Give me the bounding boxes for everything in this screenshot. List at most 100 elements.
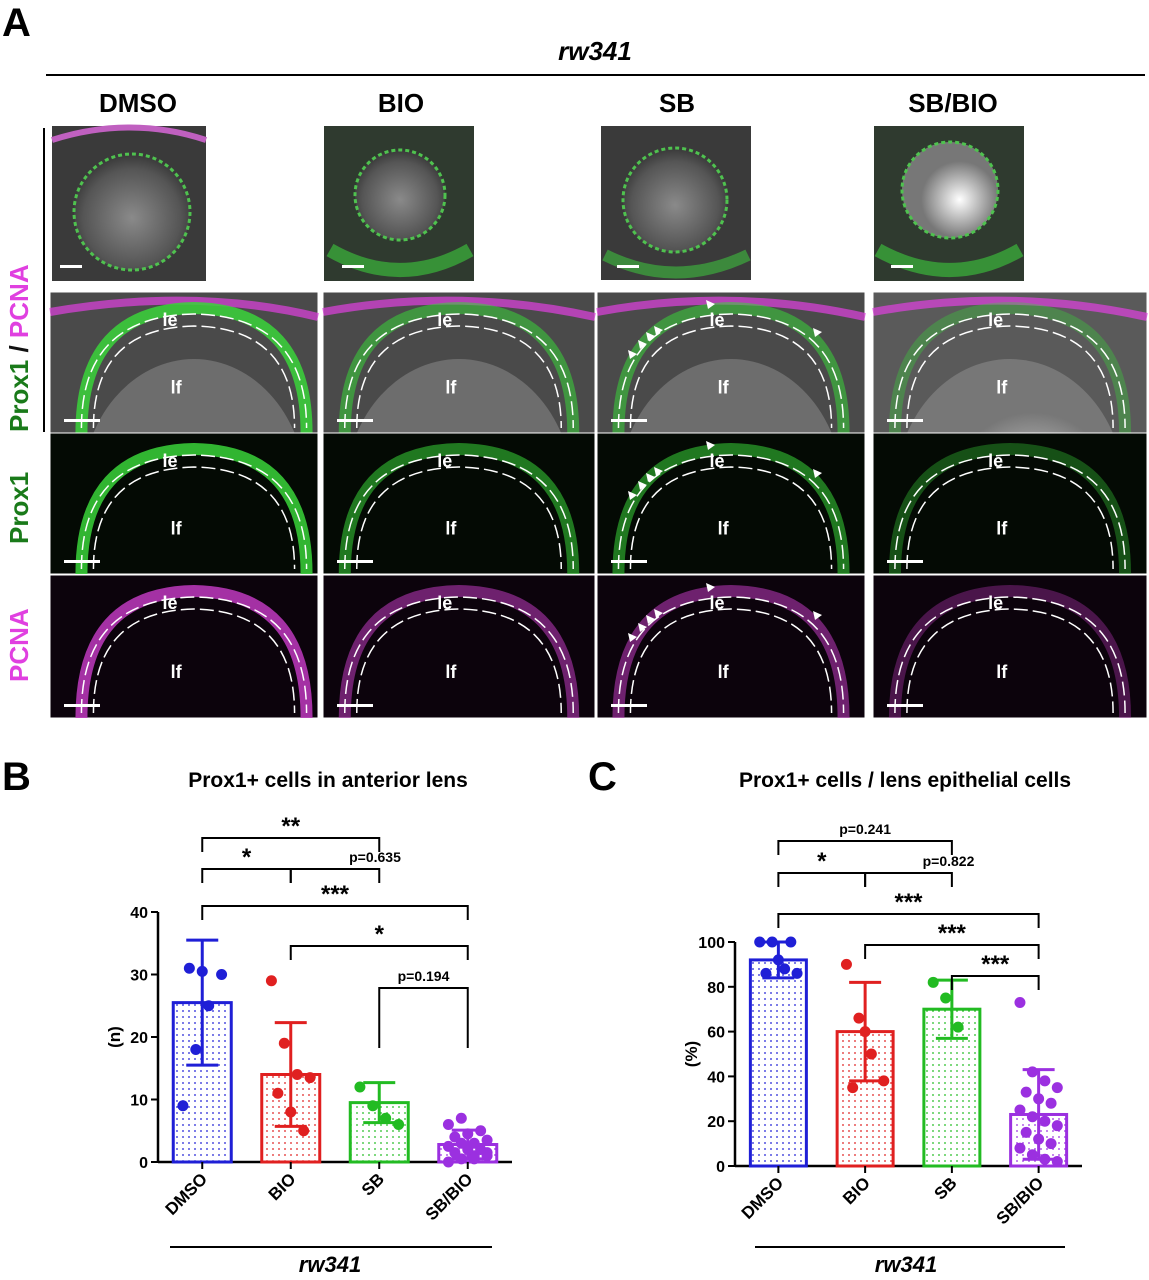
epithelium-outline [629, 608, 833, 714]
data-point [760, 967, 772, 979]
pcna-signal [596, 296, 866, 321]
y-tick-label: 30 [130, 968, 148, 985]
label-lens-fiber: lf [171, 519, 183, 539]
data-point [481, 1147, 493, 1159]
label-lens-fiber: lf [718, 378, 730, 398]
row-label-prox1: Prox1 [4, 472, 34, 544]
arrowhead-marker [706, 441, 715, 450]
x-tick-label: DMSO [738, 1173, 787, 1222]
data-point [927, 976, 939, 988]
label-lens-fiber: lf [445, 662, 457, 682]
micrograph-pcna-bio: le lf [322, 574, 596, 719]
significance-label: *** [321, 881, 350, 908]
label-lens-fiber: lf [996, 519, 1008, 539]
significance-bracket [289, 945, 469, 960]
label-lens-epithelium: le [710, 451, 725, 471]
micrograph-background [596, 432, 866, 575]
arrowhead-marker [654, 609, 663, 618]
data-point [1026, 1066, 1038, 1078]
epithelium-outline [894, 454, 1126, 570]
label-lens-fiber: lf [996, 662, 1008, 682]
data-point [442, 1119, 454, 1130]
significance-label: *** [981, 951, 1010, 978]
micrograph-background [872, 432, 1148, 575]
y-tick-label: 100 [698, 935, 725, 952]
scale-bar [64, 704, 100, 707]
label-lens-epithelium: le [163, 593, 178, 613]
arrowhead-marker [706, 300, 715, 309]
scale-bar [64, 419, 100, 422]
micrograph-background [872, 574, 1148, 719]
chart-b-strain-label: rw341 [299, 1252, 361, 1277]
data-point [291, 1069, 303, 1080]
epithelium-outline [92, 325, 296, 429]
x-tick-label: SB [358, 1169, 388, 1199]
epithelium-outline [80, 454, 308, 570]
data-point [1014, 1104, 1026, 1116]
micrograph-background [322, 574, 596, 719]
chart-c: 0 20 40 60 80 100 (%) DMSO BIO SB SB/BIO p=0.241 * p=… [682, 821, 1082, 1228]
epithelium-outline [344, 596, 574, 714]
epithelium-outline [80, 313, 308, 429]
data-point [1039, 1075, 1051, 1087]
data-point [1020, 1086, 1032, 1098]
y-tick-label: 40 [130, 905, 148, 922]
arrowhead-marker [654, 326, 663, 335]
scale-bar [617, 265, 639, 268]
epithelium-outline [617, 454, 845, 570]
label-lens-epithelium: le [988, 593, 1003, 613]
arrowhead-marker [813, 328, 822, 337]
data-point [952, 1021, 964, 1033]
significance-bracket [201, 905, 469, 920]
epithelium-outline [80, 596, 308, 714]
label-lens-fiber: lf [445, 519, 457, 539]
data-point [785, 936, 797, 948]
row-label-merge-prox1: Prox1 [4, 360, 34, 432]
label-lens-epithelium: le [710, 593, 725, 613]
micrograph-pcna-dmso: le lf [49, 574, 319, 719]
overview-image-dmso [51, 124, 207, 281]
data-point [298, 1125, 310, 1137]
data-point [1014, 996, 1026, 1008]
scale-bar [887, 419, 923, 422]
epithelium-outline [906, 608, 1114, 714]
data-point [367, 1100, 379, 1112]
chart-c-title: Prox1+ cells / lens epithelial cells [739, 769, 1071, 792]
micrograph-background [322, 432, 596, 575]
label-lens-fiber: lf [718, 519, 730, 539]
arrowhead-marker [638, 340, 647, 349]
epithelium-outline [906, 466, 1114, 570]
significance-bracket [378, 987, 469, 1048]
scale-bar [611, 419, 647, 422]
data-point [940, 992, 952, 1004]
data-point [1033, 1093, 1045, 1105]
data-point [380, 1112, 392, 1124]
epithelium-outline [344, 313, 574, 429]
data-point [177, 1100, 189, 1112]
y-axis-label: (%) [682, 1041, 701, 1067]
arrowhead-marker [646, 615, 655, 624]
scale-bar [64, 560, 100, 563]
significance-label: p=0.194 [398, 968, 450, 984]
scale-bar [887, 560, 923, 563]
column-header-bio: BIO [378, 88, 424, 118]
epithelium-outline [894, 596, 1126, 714]
data-point [853, 1012, 865, 1024]
row-label-merge: Prox1 / PCNA [4, 264, 34, 432]
label-lens-fiber: lf [171, 662, 183, 682]
data-point [859, 1026, 871, 1038]
arrowhead-marker [628, 633, 637, 642]
micrograph-pcna-sb-bio: le lf [872, 574, 1148, 719]
data-point [1045, 1138, 1057, 1150]
epithelium-outline [344, 454, 574, 570]
epithelium-outline [894, 313, 1126, 429]
chart-b-title: Prox1+ cells in anterior lens [188, 769, 468, 792]
significance-bracket [864, 944, 1040, 959]
arrowhead-marker [638, 481, 647, 490]
label-lens-epithelium: le [163, 310, 178, 330]
significance-label: * [375, 921, 385, 948]
data-point [203, 1000, 215, 1012]
chart-c-strain-label: rw341 [875, 1252, 937, 1277]
y-tick-label: 0 [716, 1159, 725, 1176]
epithelium-outline [629, 325, 833, 429]
